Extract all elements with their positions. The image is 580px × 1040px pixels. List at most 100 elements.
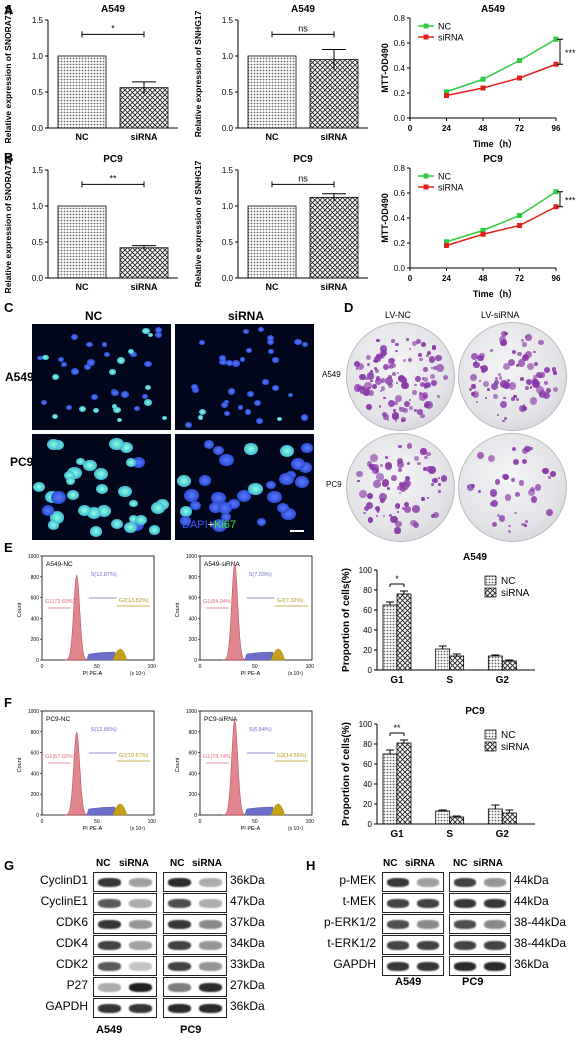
colony xyxy=(511,397,515,402)
y-tick-label: 1.5 xyxy=(32,16,44,25)
y-axis-label: Relative expression of SNHG17 xyxy=(193,10,203,137)
y-tick-label: 800 xyxy=(31,575,40,581)
colony xyxy=(529,397,538,405)
data-point-sirna xyxy=(517,75,522,81)
ki67-positive-nucleus xyxy=(42,354,49,361)
wb-band xyxy=(417,898,439,908)
colony xyxy=(380,378,386,384)
colony xyxy=(428,355,436,363)
colony xyxy=(524,336,527,339)
g1-peak xyxy=(64,731,89,816)
data-point-nc xyxy=(553,36,559,42)
x-tick-label: 0 xyxy=(41,664,44,670)
colony xyxy=(394,520,402,528)
chart-a549-cell-cycle: A549 Proportion of cells(%) 0 20 40 60 80 100 G1… xyxy=(341,552,535,686)
colony xyxy=(440,475,448,482)
ki67-positive-nucleus xyxy=(276,416,282,422)
colony xyxy=(400,377,408,384)
y-tick-label: 0.5 xyxy=(222,238,234,247)
colony xyxy=(379,345,388,353)
colony xyxy=(366,461,373,468)
colony xyxy=(504,416,508,420)
ki67-positive-nucleus xyxy=(126,458,137,467)
y-tick-label: 400 xyxy=(31,771,40,777)
colony xyxy=(369,454,378,463)
y-tick-label: 0.4 xyxy=(394,214,406,223)
wb-protein-label: t-ERK1/2 xyxy=(327,936,376,950)
wb-band xyxy=(129,1003,152,1013)
colony xyxy=(395,349,398,353)
colony xyxy=(436,364,445,372)
colony xyxy=(432,477,438,483)
x-unit-label: (x 10⁴) xyxy=(288,671,303,677)
g2-label: G2(7.32%) xyxy=(277,598,304,604)
colony xyxy=(379,497,386,504)
nucleus xyxy=(185,422,192,428)
colony xyxy=(383,363,390,370)
ki67-positive-nucleus xyxy=(83,459,97,472)
colony xyxy=(517,351,522,357)
nucleus xyxy=(40,400,47,406)
y-axis-label: Relative expression of SNORA71A xyxy=(3,155,13,294)
ki67-positive-nucleus xyxy=(118,486,132,498)
c-row-a549: A549 xyxy=(5,370,34,384)
colony xyxy=(413,408,418,412)
colony xyxy=(470,353,478,361)
colony xyxy=(397,444,402,449)
bar-sirna xyxy=(119,87,169,129)
colony xyxy=(367,493,373,500)
y-tick-label: 200 xyxy=(189,637,198,643)
colony xyxy=(507,378,511,382)
ki67-positive-nucleus xyxy=(109,369,116,375)
colony xyxy=(438,489,442,493)
y-tick-label: 400 xyxy=(189,771,198,777)
colony xyxy=(496,413,500,416)
wb-band xyxy=(484,898,506,908)
colony xyxy=(375,515,378,518)
colony xyxy=(420,341,427,348)
wb-protein-label: p-MEK xyxy=(339,873,376,887)
c-col-nc: NC xyxy=(85,309,103,323)
y-axis-label: Count xyxy=(175,602,181,617)
x-tick-label: 48 xyxy=(479,274,488,283)
nucleus xyxy=(154,332,162,338)
colony xyxy=(388,375,392,379)
y-tick-label: 0.8 xyxy=(394,164,406,173)
legend-marker xyxy=(423,34,429,40)
y-tick-label: 0.0 xyxy=(222,124,234,133)
colony xyxy=(492,521,498,527)
ki67-positive-nucleus xyxy=(90,526,103,537)
wb-size-label: 34kDa xyxy=(230,936,265,950)
wb-size-label: 44kDa xyxy=(514,873,549,887)
x-unit-label: (x 10⁴) xyxy=(288,826,303,832)
ki67-positive-nucleus xyxy=(77,504,91,517)
nucleus xyxy=(290,457,305,470)
colony xyxy=(410,519,417,526)
colony xyxy=(524,386,529,390)
dish-pc9-lvnc xyxy=(346,433,455,542)
colony xyxy=(376,338,380,343)
wb-band xyxy=(387,919,409,929)
wb-blot xyxy=(382,872,444,892)
wb-size-label: 38-44kDa xyxy=(514,936,567,950)
colony xyxy=(471,384,476,389)
colony xyxy=(395,343,399,347)
wb-band xyxy=(98,961,121,971)
wb-band xyxy=(129,961,152,971)
colony xyxy=(419,357,423,361)
colony xyxy=(397,504,401,507)
x-tick-label: G2 xyxy=(496,675,510,686)
colony xyxy=(388,365,392,368)
x-axis-label: PI PE-A xyxy=(241,671,261,677)
colony xyxy=(394,419,397,422)
legend-swatch xyxy=(484,587,497,598)
colony xyxy=(382,414,389,421)
nucleus xyxy=(227,388,236,395)
y-tick-label: 1.5 xyxy=(222,16,234,25)
wb-protein-label: CDK6 xyxy=(55,915,88,929)
sig-label: * xyxy=(111,23,115,33)
y-tick-label: 200 xyxy=(31,637,40,643)
colony xyxy=(521,341,527,347)
colony xyxy=(402,407,409,414)
nucleus xyxy=(301,341,309,347)
